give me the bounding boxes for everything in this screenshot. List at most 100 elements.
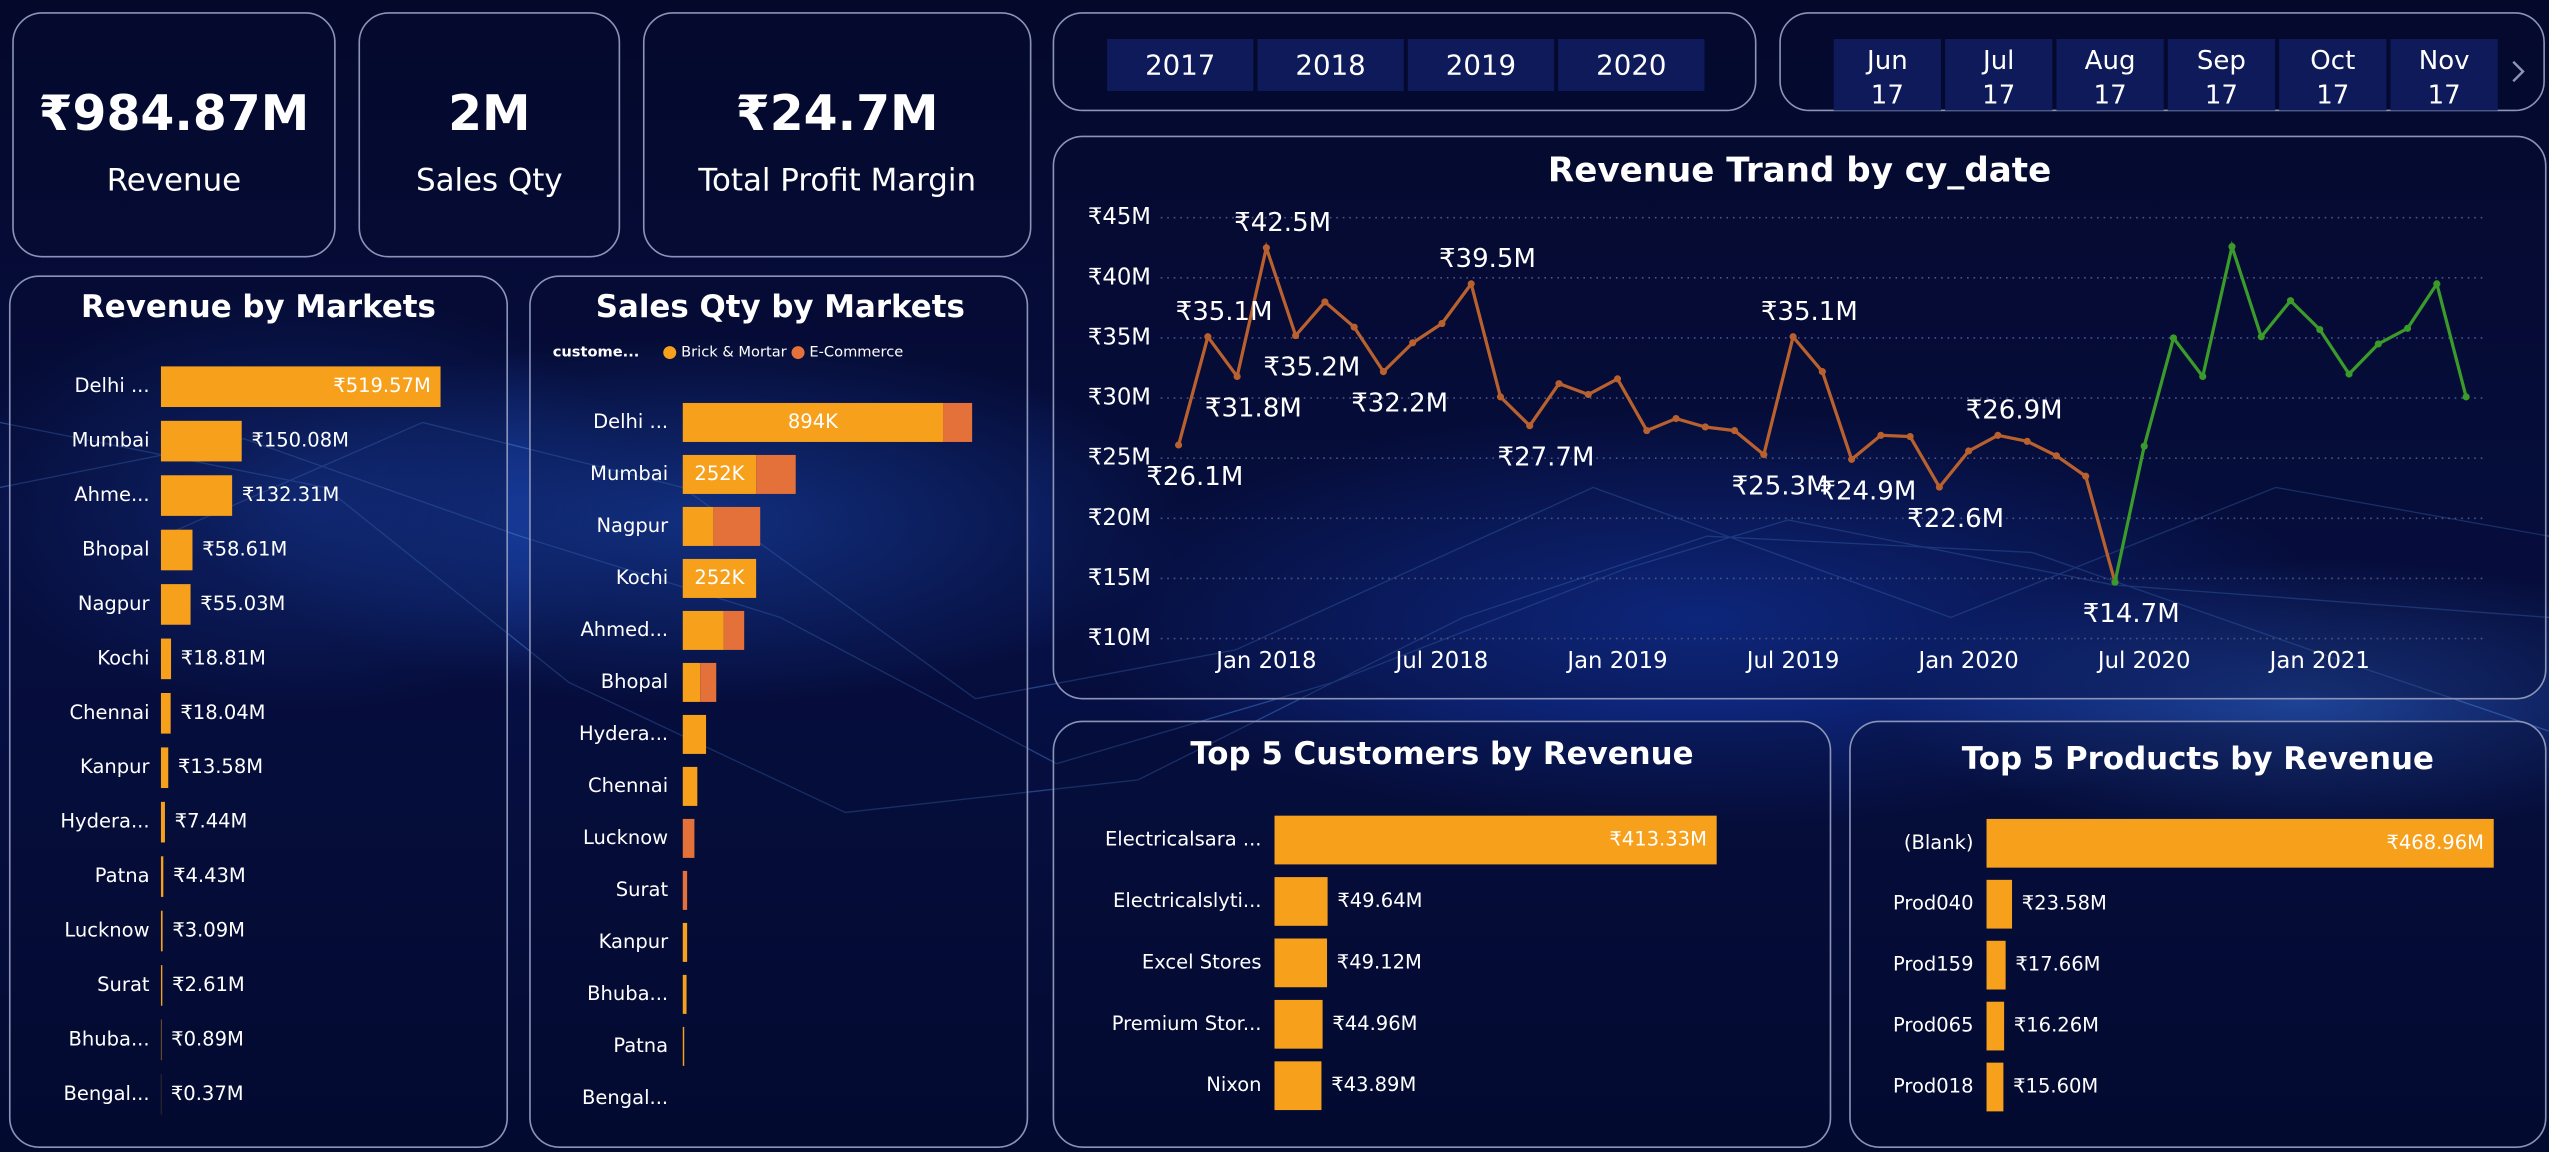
legend-title: custome... [553, 344, 640, 361]
point-marker [2140, 442, 2148, 450]
point-marker [1994, 431, 2002, 439]
data-label: ₹18.04M [180, 701, 265, 724]
category-label: Bhopal [82, 538, 149, 561]
slicer-item[interactable] [1945, 38, 2053, 111]
point-marker [1789, 333, 1797, 341]
slicer-item[interactable] [1407, 38, 1555, 91]
category-label: Bhopal [601, 670, 668, 693]
category-label: Kanpur [80, 755, 151, 778]
slicer-label: 2020 [1596, 49, 1666, 82]
data-label: ₹58.61M [202, 538, 287, 561]
bar [1986, 1062, 2004, 1112]
slicer-year: 17 [2428, 80, 2461, 110]
chart-title: Top 5 Customers by Revenue [1190, 736, 1693, 772]
bar-segment [682, 870, 688, 910]
slicer-month: Jul [1981, 46, 2014, 76]
bar-segment [682, 974, 687, 1014]
chart-title: Sales Qty by Markets [596, 289, 965, 325]
data-label: ₹35.1M [1761, 297, 1858, 327]
point-marker [1409, 339, 1417, 347]
bar [1274, 877, 1328, 926]
point-marker [1848, 455, 1856, 463]
bar-segment [682, 402, 944, 442]
slicer-item[interactable] [1107, 38, 1254, 91]
slicer-item[interactable] [2167, 38, 2276, 111]
bar-segment [700, 662, 717, 702]
bar [160, 747, 169, 789]
data-label: ₹43.89M [1331, 1073, 1416, 1096]
bar [160, 692, 171, 734]
point-marker [1643, 426, 1651, 435]
data-label: ₹17.66M [2015, 953, 2100, 976]
point-marker [1906, 432, 1914, 441]
data-label: ₹0.89M [171, 1027, 244, 1050]
bar-segment [682, 506, 714, 546]
bar [160, 801, 165, 843]
data-label: ₹13.58M [178, 755, 263, 778]
category-label: Chennai [588, 774, 668, 797]
bar [160, 638, 172, 680]
point-marker [1467, 280, 1475, 288]
point-marker [2462, 393, 2470, 401]
point-marker [1438, 319, 1446, 328]
point-marker [2257, 333, 2265, 341]
data-label: 252K [694, 462, 745, 485]
data-label: ₹0.37M [171, 1082, 244, 1105]
point-marker [2052, 452, 2061, 460]
bar-segment [682, 662, 701, 702]
bar [160, 910, 163, 952]
data-label: ₹35.1M [1176, 297, 1273, 327]
chart-panel [1052, 720, 1832, 1148]
category-label: Premium Stor... [1112, 1012, 1262, 1035]
bar [1274, 938, 1328, 988]
point-marker [1204, 333, 1212, 341]
bar-segment [682, 922, 688, 962]
bar [160, 584, 191, 625]
bar [1986, 940, 2006, 990]
slicer-item[interactable] [1257, 38, 1404, 91]
slicer-year: 17 [2205, 80, 2238, 110]
x-tick-label: Jul 2019 [1745, 648, 1840, 674]
data-label: ₹31.8M [1205, 393, 1302, 423]
category-label: Electricalslyti... [1113, 889, 1261, 912]
category-label: Bhuba... [587, 982, 668, 1005]
kpi-card [12, 12, 336, 258]
data-label: ₹49.12M [1337, 950, 1422, 973]
category-label: Patna [613, 1034, 668, 1057]
data-label: ₹7.44M [175, 810, 248, 833]
slicer-item[interactable] [1558, 38, 1705, 91]
category-label: Lucknow [583, 826, 668, 849]
slicer-item[interactable] [2390, 38, 2498, 111]
slicer-item[interactable] [2056, 38, 2164, 111]
point-marker [1672, 414, 1680, 423]
bar-segment [943, 402, 973, 442]
category-label: Ahmed... [580, 618, 668, 641]
x-tick-label: Jan 2019 [1565, 648, 1667, 674]
y-tick-label: ₹45M [1088, 204, 1151, 230]
y-tick-label: ₹20M [1088, 505, 1151, 531]
category-label: Prod159 [1893, 953, 1974, 976]
bar [160, 856, 164, 897]
chart-panel [529, 275, 1029, 1148]
data-label: ₹39.5M [1439, 244, 1536, 274]
kpi-label: Total Profit Margin [697, 162, 976, 198]
category-label: (Blank) [1904, 831, 1974, 854]
category-label: Mumbai [590, 462, 668, 485]
category-label: Lucknow [64, 919, 149, 942]
bar [160, 529, 193, 571]
data-label: ₹132.31M [242, 483, 339, 506]
data-label: ₹2.61M [172, 973, 245, 996]
category-label: Ahme... [74, 483, 149, 506]
point-marker [1877, 431, 1885, 439]
kpi-label: Sales Qty [416, 162, 563, 198]
kpi-card [358, 12, 621, 258]
slicer-item[interactable] [1833, 38, 1942, 111]
y-tick-label: ₹40M [1088, 264, 1151, 290]
slicer-month: Nov [2419, 46, 2470, 76]
slicer-item[interactable] [2279, 38, 2387, 111]
slicer-label: 2017 [1145, 49, 1215, 82]
point-marker [2316, 325, 2324, 334]
category-label: Nagpur [78, 592, 151, 615]
slicer-arrow[interactable] [2512, 60, 2525, 83]
